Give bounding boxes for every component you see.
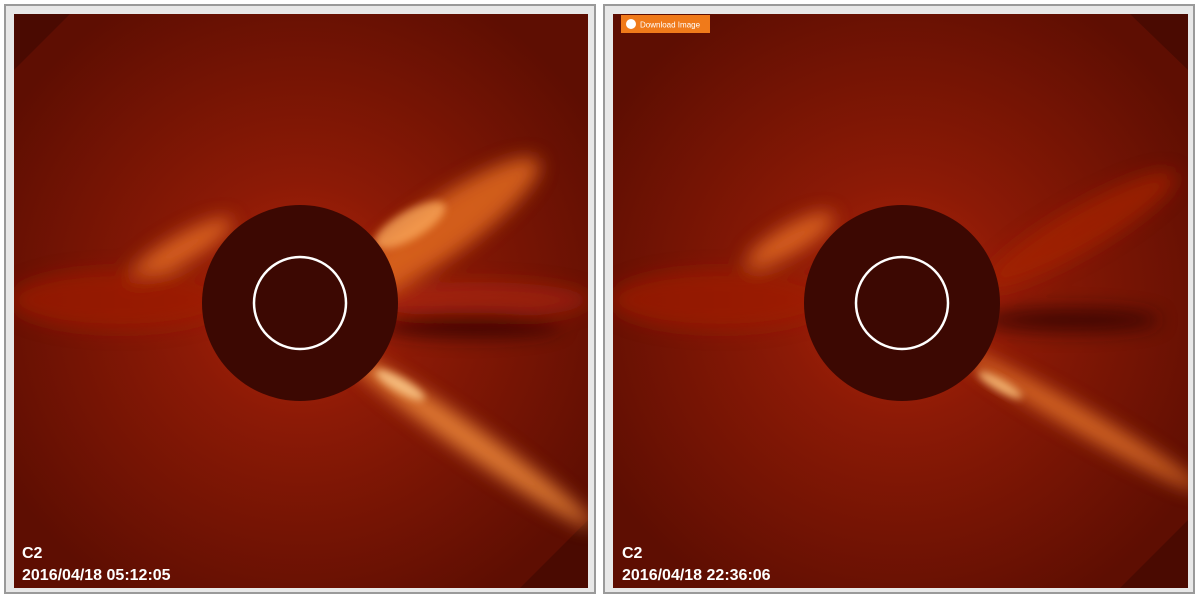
timestamp: 2016/04/18 22:36:06 <box>622 567 771 584</box>
page: C2 2016/04/18 05:12:05 Download Image C2 <box>0 0 1198 594</box>
download-icon[interactable] <box>626 19 636 29</box>
download-button[interactable]: Download Image <box>621 15 710 33</box>
button-label[interactable]: Download Image <box>640 21 701 30</box>
occulter <box>202 205 398 401</box>
screenshot: C2 2016/04/18 05:12:05 Download Image C2 <box>0 0 1198 594</box>
left-panel: C2 2016/04/18 05:12:05 <box>5 5 601 593</box>
timestamp: 2016/04/18 05:12:05 <box>22 567 171 584</box>
coronagraph-image <box>610 14 1198 588</box>
occulter <box>804 205 1000 401</box>
instrument-label: C2 <box>622 545 643 562</box>
right-panel: Download Image C2 2016/04/18 22:36:06 <box>604 5 1198 593</box>
instrument-label: C2 <box>22 545 43 562</box>
coronagraph-image <box>10 14 601 588</box>
